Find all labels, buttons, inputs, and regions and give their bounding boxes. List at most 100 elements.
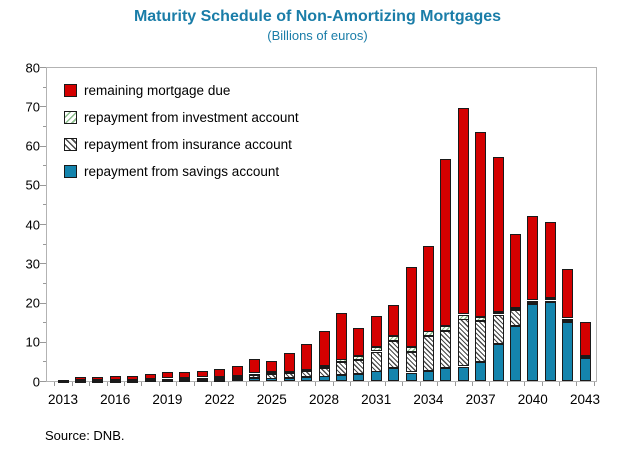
x-axis-tick <box>350 382 352 386</box>
legend-label: repayment from savings account <box>84 164 280 179</box>
legend-item-savings: repayment from savings account <box>64 158 299 185</box>
bar-2038-insurance <box>492 314 504 344</box>
bar-2022-investment <box>214 377 226 380</box>
bar-2041-insurance <box>544 300 556 303</box>
bar-2016-investment <box>109 379 121 382</box>
x-axis-label: 2043 <box>569 392 601 407</box>
bar-2031-remaining <box>370 316 382 348</box>
y-axis-minor-tick <box>43 204 46 206</box>
y-axis-label: 30 <box>25 256 40 272</box>
bar-2040-insurance <box>527 302 539 305</box>
bar-2026-investment <box>283 371 295 374</box>
bar-2024-investment <box>248 373 260 376</box>
x-axis-tick <box>332 382 334 386</box>
source-note: Source: DNB. <box>45 428 125 443</box>
bar-2043-remaining <box>579 322 591 357</box>
chart-subtitle: (Billions of euros) <box>267 28 368 43</box>
bar-2014-remaining <box>74 376 86 380</box>
bar-2030-investment <box>353 356 365 361</box>
bar-2039-remaining <box>509 233 521 308</box>
bar-2038-investment <box>492 312 504 315</box>
bar-2018-investment <box>144 378 156 381</box>
x-axis-tick <box>558 382 560 386</box>
bar-2023-investment <box>231 375 243 378</box>
legend-label: repayment from investment account <box>84 110 299 125</box>
bar-2025-savings <box>266 378 278 382</box>
bar-2017-remaining <box>127 375 139 380</box>
legend-label: repayment from insurance account <box>84 137 292 152</box>
y-axis-label: 0 <box>32 374 40 389</box>
y-axis-minor-tick <box>43 322 46 324</box>
bar-2027-remaining <box>301 343 313 370</box>
bar-2029-remaining <box>335 312 347 360</box>
bar-2021-remaining <box>196 371 208 378</box>
bar-2019-remaining <box>161 372 173 379</box>
bar-2032-investment <box>388 335 400 341</box>
remaining-mortgage-swatch-icon <box>64 84 77 97</box>
bar-2020-remaining <box>179 371 191 378</box>
bar-2041-remaining <box>544 222 556 298</box>
bar-2034-savings <box>422 370 434 381</box>
x-axis-tick <box>54 382 56 386</box>
y-axis-label: 50 <box>25 177 40 193</box>
bar-2041-investment <box>544 298 556 301</box>
y-axis-major-tick <box>40 381 46 382</box>
x-axis-tick <box>158 382 160 386</box>
y-axis-minor-tick <box>43 165 46 167</box>
bar-2042-insurance <box>562 320 574 323</box>
bar-2040-investment <box>527 300 539 303</box>
y-axis-major-tick <box>40 341 46 343</box>
x-axis-tick <box>193 382 195 386</box>
bar-2032-insurance <box>388 341 400 369</box>
bar-2029-investment <box>335 359 347 363</box>
x-axis-tick <box>141 382 143 386</box>
bar-2029-savings <box>335 375 347 382</box>
bar-2036-savings <box>457 366 469 381</box>
bar-2013-remaining <box>57 379 69 382</box>
x-axis-tick <box>280 382 282 386</box>
y-axis-label: 70 <box>25 99 40 115</box>
legend-label: remaining mortgage due <box>84 83 231 98</box>
y-axis-minor-tick <box>43 243 46 245</box>
bar-2026-insurance <box>283 373 295 379</box>
x-axis-tick <box>106 382 108 386</box>
bar-2018-remaining <box>144 373 156 379</box>
bar-2035-insurance <box>440 331 452 369</box>
x-axis-label: 2025 <box>256 392 287 407</box>
x-axis-label: 2019 <box>152 392 183 407</box>
bar-2040-remaining <box>527 216 539 301</box>
x-axis-tick <box>89 382 91 386</box>
savings-swatch-icon <box>64 165 77 178</box>
x-axis-tick <box>123 382 125 386</box>
bar-2028-remaining <box>318 330 330 366</box>
y-axis-minor-tick <box>43 361 46 363</box>
bar-2022-remaining <box>214 369 226 378</box>
x-axis-tick <box>454 382 456 386</box>
bar-2033-remaining <box>405 267 417 348</box>
bar-2039-insurance <box>509 310 521 327</box>
bar-2021-investment <box>196 377 208 380</box>
y-axis-major-tick <box>40 224 46 225</box>
x-axis-label: 2028 <box>308 392 340 407</box>
x-axis-label: 2016 <box>100 392 131 407</box>
chart-title: Maturity Schedule of Non-Amortizing Mort… <box>133 8 502 25</box>
x-axis-tick <box>419 382 421 386</box>
bar-2030-insurance <box>353 359 365 374</box>
bar-2043-investment <box>579 356 591 359</box>
y-axis-major-tick <box>40 67 46 68</box>
y-axis-label: 20 <box>25 295 40 311</box>
bar-2035-savings <box>440 368 452 382</box>
bar-2037-savings <box>475 362 487 382</box>
bar-2038-savings <box>492 344 504 382</box>
bar-2037-insurance <box>475 320 487 362</box>
x-axis-label: 2031 <box>361 392 392 407</box>
bar-2039-savings <box>509 326 521 382</box>
bar-2028-insurance <box>318 367 330 377</box>
bar-2025-remaining <box>266 360 278 372</box>
x-axis-tick <box>297 382 299 386</box>
bar-2020-savings <box>179 380 191 383</box>
y-axis-label: 10 <box>25 334 40 350</box>
x-axis-tick <box>471 382 473 386</box>
legend-item-insurance: repayment from insurance account <box>64 131 299 158</box>
bar-2015-remaining <box>92 376 104 380</box>
